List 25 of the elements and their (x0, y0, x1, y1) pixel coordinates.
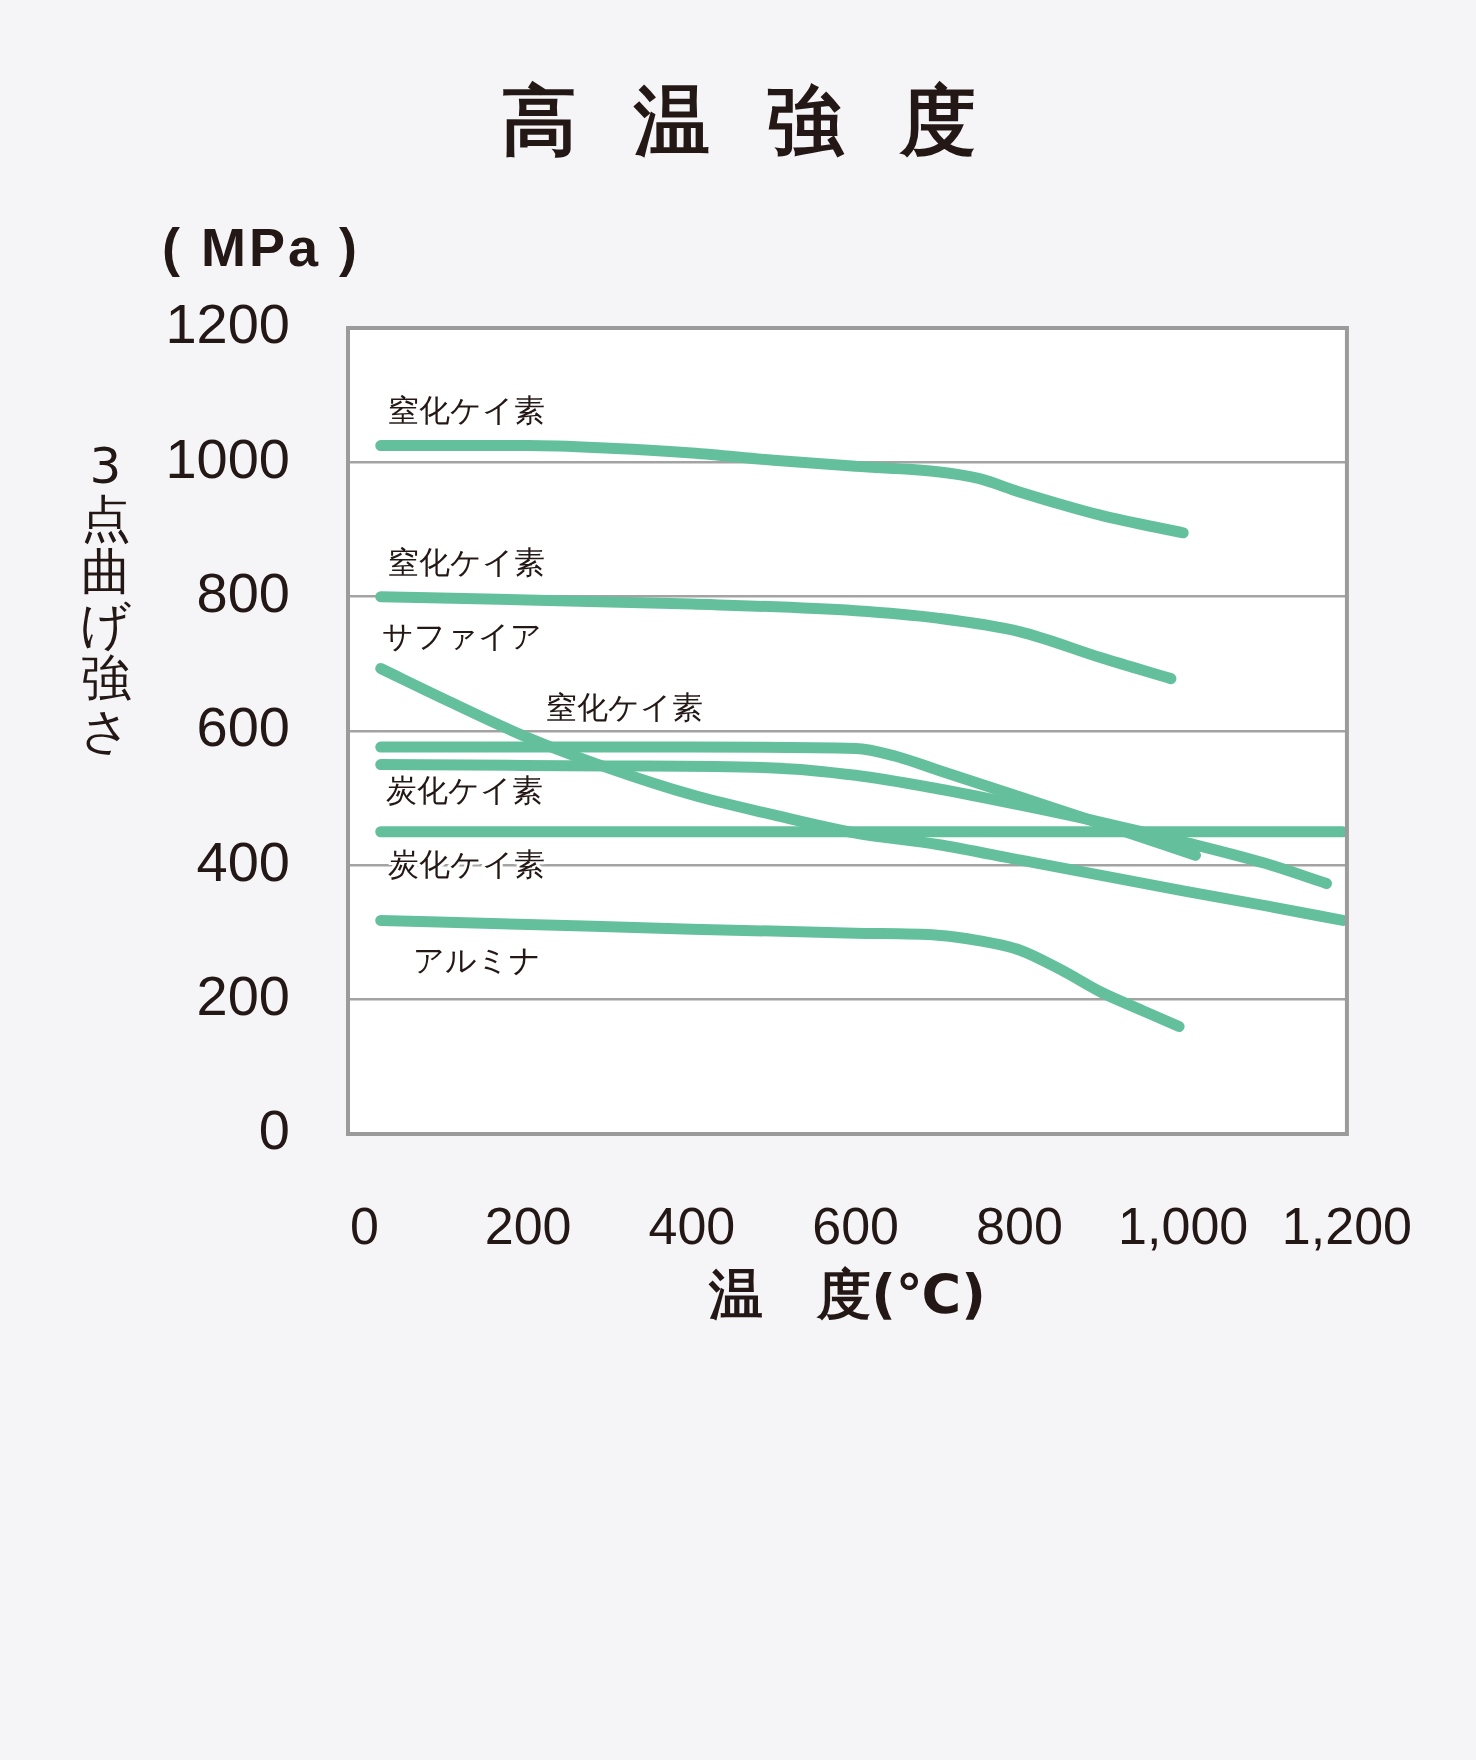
series-label: 窒化ケイ素 (545, 689, 703, 726)
y-tick-label: 600 (196, 695, 290, 759)
series-label: 炭化ケイ素 (385, 771, 543, 808)
y-tick-label: 800 (196, 561, 290, 625)
series-label: 窒化ケイ素 (387, 543, 545, 580)
chart-title: 高温強度 (500, 77, 976, 165)
x-tick-label: 0 (349, 1196, 379, 1255)
x-tick-label: 1,200 (1281, 1196, 1413, 1255)
x-axis-title: 温 度(℃) (709, 1263, 986, 1326)
y-axis-title: 3点曲げ強さ (80, 437, 131, 760)
series-label: 窒化ケイ素 (387, 391, 545, 428)
text: ( MPa ) (162, 216, 361, 279)
x-tick-label: 400 (648, 1196, 736, 1255)
y-tick-label: 1000 (165, 426, 290, 490)
x-tick-label: 1,000 (1118, 1196, 1249, 1255)
x-tick-label: 200 (484, 1196, 572, 1255)
y-tick-label: 0 (258, 1098, 290, 1162)
series-label: 炭化ケイ素 (387, 845, 545, 882)
series-label: アルミナ (412, 942, 541, 979)
series-label: サファイア (381, 617, 542, 654)
x-tick-label: 600 (812, 1196, 900, 1255)
y-tick-label: 400 (196, 829, 290, 893)
x-tick-label: 800 (976, 1196, 1063, 1255)
y-tick-label: 1200 (165, 292, 290, 356)
y-tick-label: 200 (196, 964, 290, 1028)
